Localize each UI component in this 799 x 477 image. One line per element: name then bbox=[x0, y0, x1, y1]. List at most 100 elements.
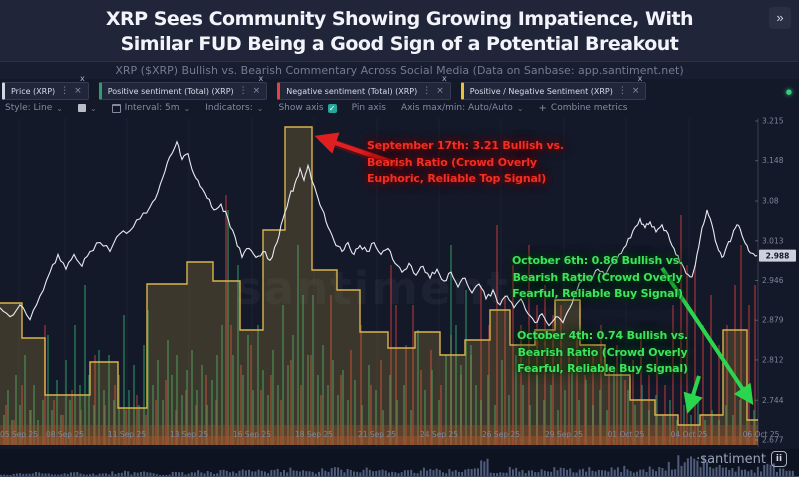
checked-checkbox-icon[interactable]: ✓ bbox=[327, 103, 337, 113]
svg-text:3.148: 3.148 bbox=[762, 156, 784, 165]
svg-text:05 Sep 25: 05 Sep 25 bbox=[0, 430, 38, 439]
legend-chip-2[interactable]: Positive sentiment (Total) (XRP) ⋮ × x bbox=[98, 75, 268, 100]
x-axis-labels: 05 Sep 25 08 Sep 25 11 Sep 25 13 Sep 25 16 S… bbox=[0, 430, 780, 439]
chip-close-icon[interactable]: × bbox=[436, 86, 444, 96]
chip-close-floating-icon[interactable]: x bbox=[637, 74, 643, 83]
positive-sentiment-bars[interactable] bbox=[3, 210, 755, 445]
current-price-value: 2.988 bbox=[766, 252, 790, 261]
chevron-down-icon: ⌄ bbox=[56, 103, 63, 113]
chevron-down-icon: ⌄ bbox=[516, 103, 524, 113]
annotation-line: Euphoric, Reliable Top Signal) bbox=[367, 172, 547, 185]
title-line-2: Similar FUD Being a Good Sign of a Poten… bbox=[120, 33, 679, 55]
chevrons-right-icon: » bbox=[776, 10, 784, 25]
red-arrow bbox=[314, 132, 398, 167]
annotation-top-signal: September 17th: 3.21 Bullish vs. Bearish… bbox=[367, 138, 564, 188]
annotation-line: Bearish Ratio (Crowd Overly bbox=[512, 270, 683, 284]
legend-chip-3[interactable]: Negative sentiment (Total) (XRP) ⋮ × x bbox=[277, 75, 451, 100]
chip-close-floating-icon[interactable]: x bbox=[79, 74, 85, 83]
legend-chip-label: Positive sentiment (Total) (XRP) bbox=[107, 86, 234, 96]
y-axis-labels: 3.215 3.148 3.08 3.013 2.946 2.879 2.812 2.744 2… bbox=[755, 117, 784, 445]
price-line-series[interactable] bbox=[0, 140, 758, 327]
chip-close-icon[interactable]: × bbox=[74, 86, 82, 96]
svg-text:01 Oct 25: 01 Oct 25 bbox=[608, 430, 645, 439]
annotation-line: Bearish Ratio (Crowd Overly bbox=[367, 155, 537, 169]
svg-text:3.08: 3.08 bbox=[762, 197, 779, 206]
chart-toolbar: Style: Line ⌄ ⌄ Interval: 5m ⌄ Indicators:… bbox=[0, 100, 799, 116]
svg-text:29 Sep 25: 29 Sep 25 bbox=[545, 430, 583, 439]
indicators-dropdown[interactable]: Indicators: ⌄ bbox=[205, 103, 263, 113]
annotation-line: October 4th: 0.74 Bullish vs. bbox=[516, 329, 689, 342]
chip-close-icon[interactable]: × bbox=[252, 86, 261, 96]
color-swatch-icon bbox=[77, 104, 86, 112]
svg-text:2.879: 2.879 bbox=[762, 316, 784, 325]
page-subtitle: XRP ($XRP) Bullish vs. Bearish Commentar… bbox=[0, 62, 799, 79]
green-arrow-oct6 bbox=[660, 266, 754, 405]
legend-chip-label: Price (XRP) bbox=[11, 86, 56, 96]
annotation-line: Fearful, Reliable Buy Signal) bbox=[517, 362, 688, 375]
show-axis-label: Show axis bbox=[278, 103, 324, 113]
expand-button[interactable]: » bbox=[769, 7, 791, 29]
interval-dropdown[interactable]: Interval: 5m ⌄ bbox=[111, 103, 191, 113]
style-dropdown[interactable]: Style: Line ⌄ bbox=[5, 103, 63, 113]
color-swatch-dropdown[interactable]: ⌄ bbox=[77, 103, 97, 113]
svg-text:26 Sep 25: 26 Sep 25 bbox=[482, 430, 520, 439]
annotation-line: Fearful, Reliable Buy Signal) bbox=[512, 287, 683, 300]
svg-text:3.013: 3.013 bbox=[762, 236, 784, 245]
svg-text:06 Oct 25: 06 Oct 25 bbox=[743, 430, 780, 439]
chip-menu-icon[interactable]: ⋮ bbox=[60, 86, 70, 96]
chip-close-icon[interactable]: × bbox=[631, 86, 640, 96]
show-axis-toggle[interactable]: Show axis ✓ bbox=[278, 103, 337, 113]
calendar-icon bbox=[111, 103, 121, 113]
svg-text:04 Oct 25: 04 Oct 25 bbox=[671, 430, 708, 439]
svg-text:3.215: 3.215 bbox=[762, 117, 784, 126]
indicators-label: Indicators: bbox=[205, 103, 253, 113]
axis-maxmin-dropdown[interactable]: Axis max/min: Auto/Auto ⌄ bbox=[401, 103, 524, 113]
title-bar: XRP Sees Community Showing Growing Impat… bbox=[0, 0, 799, 62]
legend-chip-label: Negative sentiment (Total) (XRP) bbox=[286, 86, 418, 96]
svg-text:13 Sep 25: 13 Sep 25 bbox=[170, 430, 208, 439]
current-price-badge bbox=[759, 249, 796, 262]
santiment-logo-icon: ii bbox=[771, 451, 787, 467]
svg-text:21 Sep 25: 21 Sep 25 bbox=[358, 430, 396, 439]
legend-chip-4[interactable]: Positive / Negative Sentiment (XRP) ⋮ × x bbox=[460, 75, 647, 100]
style-label: Style: Line bbox=[5, 103, 53, 113]
chip-close-floating-icon[interactable]: x bbox=[258, 74, 264, 83]
santiment-logo-text: ·santiment bbox=[696, 451, 766, 467]
annotation-line: Bearish Ratio (Crowd Overly bbox=[517, 345, 688, 359]
svg-text:2.677: 2.677 bbox=[762, 436, 784, 445]
pin-axis-label: Pin axis bbox=[351, 103, 386, 113]
chevron-down-icon: ⌄ bbox=[183, 103, 191, 113]
svg-text:18 Sep 25: 18 Sep 25 bbox=[295, 430, 333, 439]
title-line-1: XRP Sees Community Showing Growing Impat… bbox=[105, 8, 694, 30]
svg-text:2.812: 2.812 bbox=[762, 355, 784, 364]
legend-scroll-dot-icon[interactable]: ● bbox=[785, 88, 792, 96]
santiment-watermark: santiment bbox=[235, 262, 511, 315]
svg-text:11 Sep 25: 11 Sep 25 bbox=[108, 430, 146, 439]
ratio-step-fill bbox=[0, 127, 758, 445]
pin-axis-toggle[interactable]: Pin axis bbox=[352, 103, 386, 113]
annotation-buy-signal-oct4: October 4th: 0.74 Bullish vs. Bearish Ra… bbox=[505, 328, 700, 378]
chip-menu-icon[interactable]: ⋮ bbox=[422, 86, 432, 96]
chip-menu-icon[interactable]: ⋮ bbox=[617, 86, 627, 96]
combine-metrics-button[interactable]: + Combine metrics bbox=[539, 103, 628, 114]
chip-close-floating-icon[interactable]: x bbox=[442, 74, 447, 83]
chevron-down-icon: ⌄ bbox=[89, 103, 97, 113]
legend-row: Price (XRP) ⋮ × x Positive sentiment (Total)… bbox=[0, 75, 799, 100]
chip-menu-icon[interactable]: ⋮ bbox=[238, 86, 248, 96]
interval-label: Interval: 5m bbox=[124, 103, 180, 113]
axis-maxmin-label: Axis max/min: Auto/Auto bbox=[400, 103, 513, 113]
svg-text:2.946: 2.946 bbox=[762, 276, 784, 285]
annotation-line: October 6th: 0.86 Bullish vs. bbox=[511, 254, 684, 267]
green-arrow-oct4 bbox=[683, 375, 703, 414]
legend-chip-1[interactable]: Price (XRP) ⋮ × x bbox=[2, 75, 89, 100]
bar-density-strip bbox=[0, 436, 758, 445]
santiment-logo: ·santiment ii bbox=[696, 451, 787, 467]
svg-text:24 Sep 25: 24 Sep 25 bbox=[420, 430, 458, 439]
page-title: XRP Sees Community Showing Growing Impat… bbox=[0, 0, 799, 57]
annotation-arrows bbox=[314, 132, 754, 414]
combine-metrics-label: Combine metrics bbox=[550, 103, 628, 113]
ratio-step-line[interactable] bbox=[0, 126, 758, 426]
svg-text:08 Sep 25: 08 Sep 25 bbox=[46, 430, 84, 439]
